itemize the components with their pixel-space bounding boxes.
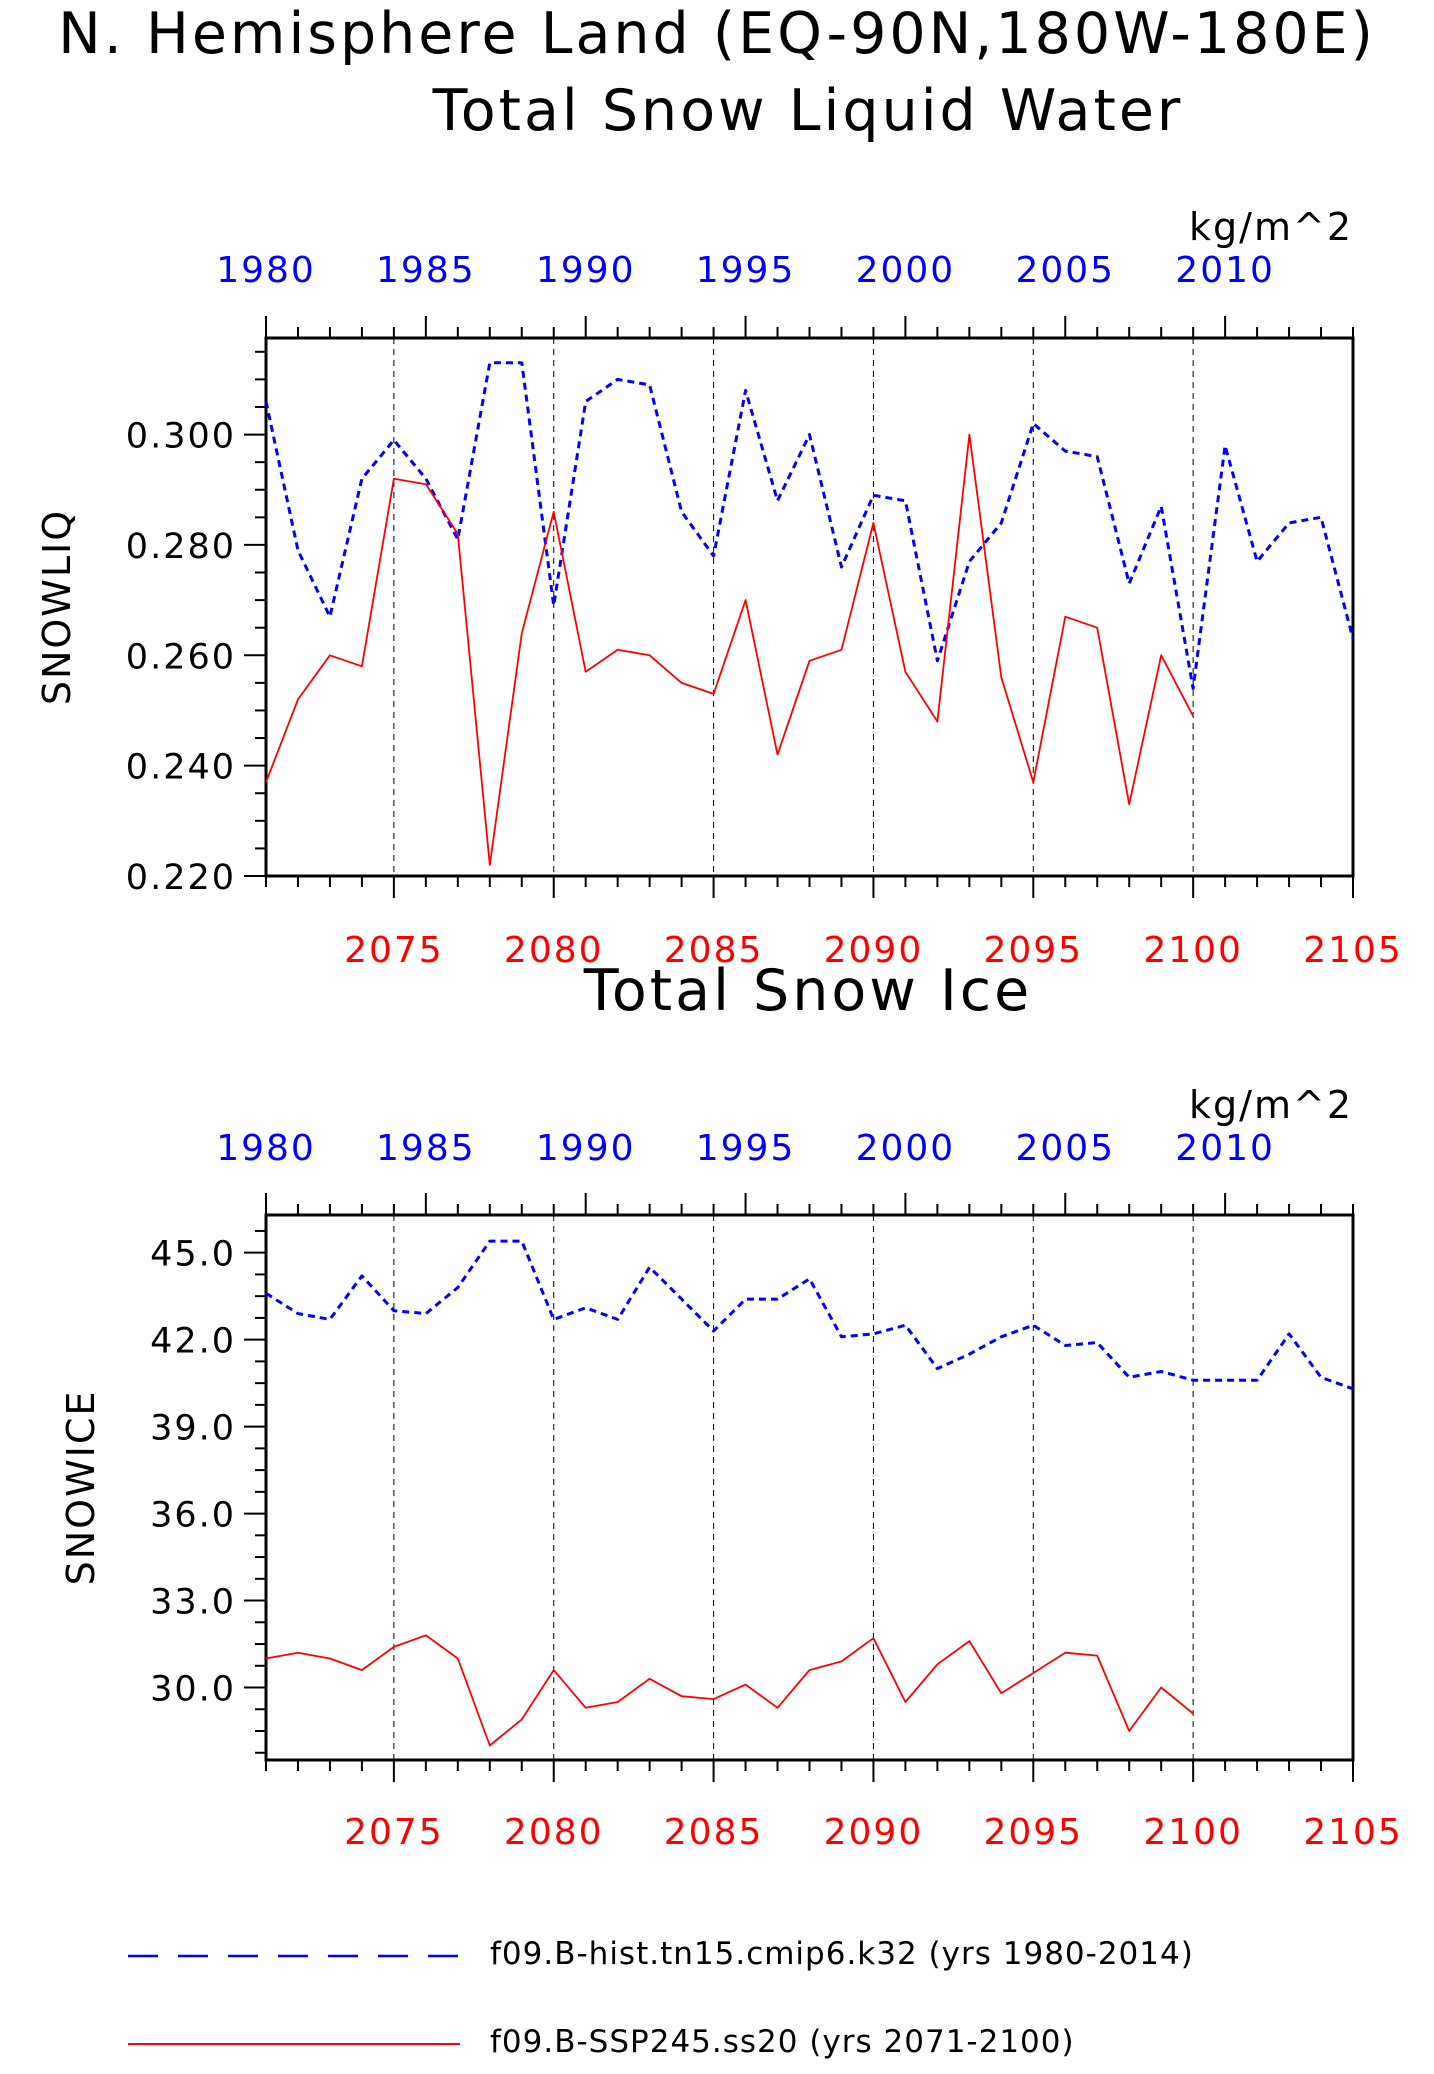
series-line-hist [265, 1239, 1354, 1391]
x-bottom-tick-label: 2100 [1143, 1812, 1243, 1853]
x-bottom-tick-label: 2075 [344, 930, 444, 971]
y-tick-label: 30.0 [150, 1670, 236, 1710]
x-top-tick-label: 1980 [216, 1128, 316, 1169]
series-line-ssp [265, 1634, 1194, 1747]
x-top-tick-label: 2000 [856, 250, 956, 291]
x-top-tick-label: 1985 [376, 250, 476, 291]
legend: f09.B-hist.tn15.cmip6.k32 (yrs 1980-2014… [0, 1880, 1434, 2070]
plot-frame [264, 1213, 1355, 1762]
y-tick-label: 33.0 [150, 1583, 236, 1623]
y-tick-label: 45.0 [150, 1235, 236, 1275]
x-bottom-tick-label: 2095 [983, 930, 1083, 971]
plot-frame [264, 336, 1355, 878]
x-top-tick-label: 2005 [1015, 250, 1115, 291]
y-tick-label: 0.240 [126, 748, 236, 788]
y-tick-label: 42.0 [150, 1322, 236, 1362]
x-top-tick-label: 2010 [1175, 1128, 1275, 1169]
y-axis-label: SNOWLIQ [35, 509, 79, 705]
units-label: kg/m^2 [1189, 205, 1353, 249]
y-tick-label: 0.280 [126, 527, 236, 567]
x-bottom-tick-label: 2075 [344, 1812, 444, 1853]
legend-swatches [128, 1954, 460, 2045]
y-tick-label: 0.260 [126, 637, 236, 677]
x-bottom-tick-label: 2085 [664, 1812, 764, 1853]
x-top-tick-label: 1995 [696, 250, 796, 291]
y-axis-label: SNOWICE [59, 1390, 103, 1586]
y-tick-label: 39.0 [150, 1409, 236, 1449]
x-bottom-tick-label: 2090 [824, 1812, 924, 1853]
charts-canvas: Total Snow Liquid Water kg/m^2 SNOWLIQ 0.22… [35, 78, 1403, 1853]
y-tick-label: 0.220 [126, 858, 236, 898]
x-bottom-tick-label: 2090 [824, 930, 924, 971]
x-top-tick-label: 1990 [536, 250, 636, 291]
y-tick-label: 0.300 [126, 417, 236, 457]
x-bottom-tick-label: 2105 [1303, 930, 1403, 971]
units-label: kg/m^2 [1189, 1083, 1353, 1127]
y-tick-label: 36.0 [150, 1496, 236, 1536]
x-bottom-tick-label: 2085 [664, 930, 764, 971]
panel-title: Total Snow Ice [583, 958, 1032, 1024]
x-top-tick-label: 1985 [376, 1128, 476, 1169]
panel-title: Total Snow Liquid Water [432, 78, 1184, 144]
legend-label-ssp: f09.B-SSP245.ss20 (yrs 2071-2100) [490, 2024, 1075, 2060]
figure-title: N. Hemisphere Land (EQ-90N,180W-180E) [58, 1, 1376, 67]
series-line-ssp [265, 433, 1194, 866]
x-top-tick-label: 1990 [536, 1128, 636, 1169]
x-bottom-tick-label: 2080 [504, 1812, 604, 1853]
x-bottom-tick-label: 2105 [1303, 1812, 1403, 1853]
x-top-tick-label: 1995 [696, 1128, 796, 1169]
x-top-tick-label: 2010 [1175, 250, 1275, 291]
x-bottom-tick-label: 2100 [1143, 930, 1243, 971]
series-line-hist [264, 361, 1355, 690]
x-top-tick-label: 2005 [1015, 1128, 1115, 1169]
x-bottom-tick-label: 2080 [504, 930, 604, 971]
x-top-tick-label: 2000 [856, 1128, 956, 1169]
x-top-tick-label: 1980 [216, 250, 316, 291]
legend-label-hist: f09.B-hist.tn15.cmip6.k32 (yrs 1980-2014… [490, 1936, 1194, 1972]
x-bottom-tick-label: 2095 [983, 1812, 1083, 1853]
